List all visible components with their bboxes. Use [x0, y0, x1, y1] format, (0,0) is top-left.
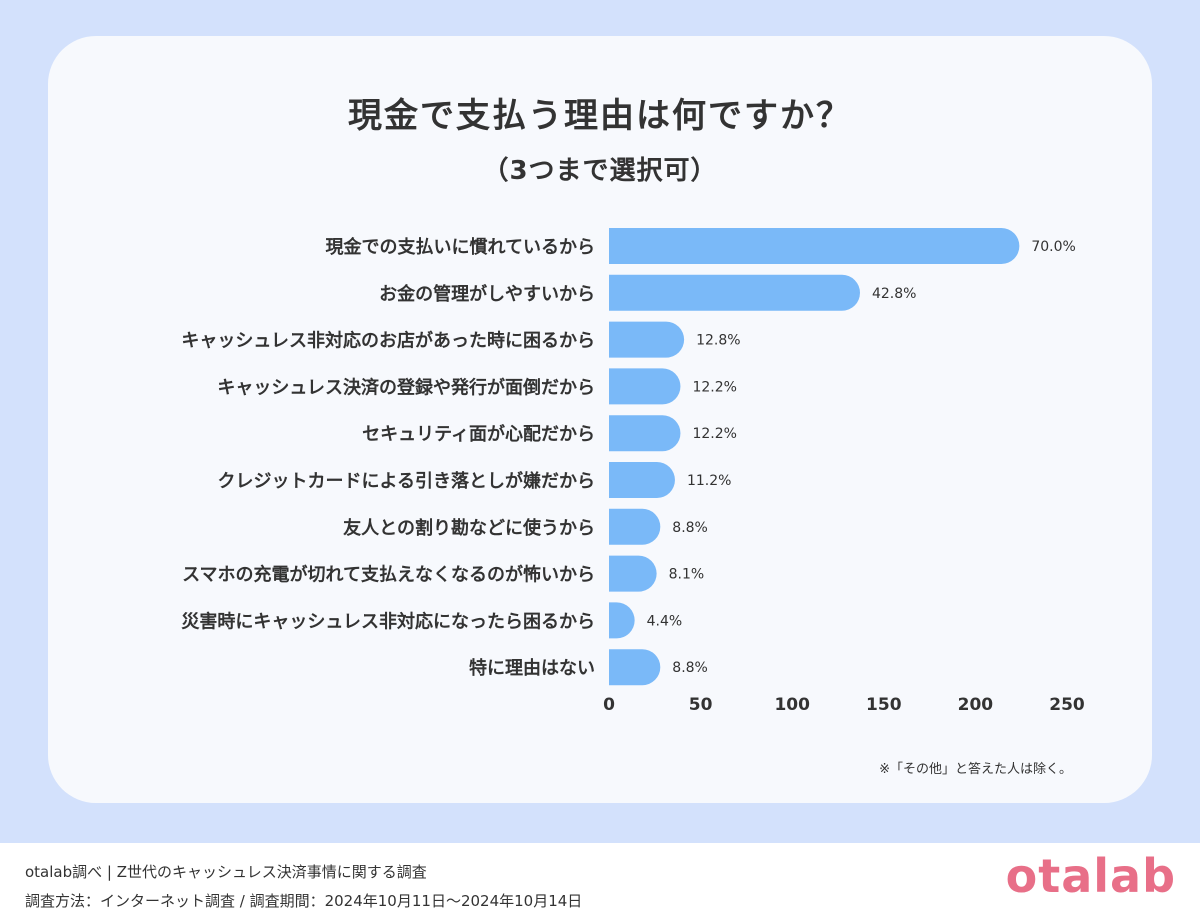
survey-method: 調査方法：インターネット調査 / 調査期間：2024年10月11日～2024年1…	[25, 892, 583, 910]
category-label: 友人との割り勘などに使うから	[343, 517, 595, 539]
footer: otalab調べ | Z世代のキャッシュレス決済事情に関する調査 調査方法：イン…	[0, 843, 1200, 924]
data-label: 42.8%	[872, 286, 916, 302]
footnote: ※「その他」と答えた人は除く。	[879, 762, 1072, 777]
x-tick-label: 100	[774, 695, 810, 715]
otalab-logo: otalab	[1005, 849, 1176, 903]
x-tick-label: 0	[603, 695, 615, 715]
bar	[609, 649, 661, 686]
bar	[609, 415, 681, 452]
category-label: クレジットカードによる引き落としが嫌だから	[218, 470, 595, 492]
data-label: 8.8%	[672, 660, 708, 676]
data-label: 8.1%	[669, 567, 705, 583]
category-label: 特に理由はない	[469, 657, 595, 679]
chart-title: 現金で支払う理由は何ですか？	[348, 96, 852, 136]
bar	[609, 555, 657, 592]
data-label: 8.8%	[672, 520, 708, 536]
category-label: お金の管理がしやすいから	[379, 283, 595, 305]
chart-card	[48, 36, 1152, 803]
bar	[609, 321, 685, 358]
category-label: セキュリティ面が心配だから	[362, 423, 595, 445]
bar	[609, 274, 860, 311]
bar	[609, 508, 661, 545]
category-label: キャッシュレス決済の登録や発行が面倒だから	[217, 376, 595, 398]
category-label: キャッシュレス非対応のお店があった時に困るから	[181, 330, 595, 352]
category-label: スマホの充電が切れて支払えなくなるのが怖いから	[182, 564, 595, 586]
data-label: 70.0%	[1031, 239, 1075, 255]
data-label: 12.2%	[692, 379, 736, 395]
bar	[609, 602, 635, 639]
data-label: 4.4%	[647, 613, 683, 629]
bar-chart: 現金での支払いに慣れているから 70.0% お金の管理がしやすいから 42.8% キャッ…	[181, 228, 1085, 715]
x-tick-label: 150	[866, 695, 902, 715]
survey-source: otalab調べ | Z世代のキャッシュレス決済事情に関する調査	[25, 863, 427, 881]
chart-subtitle: （3つまで選択可）	[482, 156, 718, 186]
x-tick-label: 200	[958, 695, 994, 715]
x-tick-label: 250	[1049, 695, 1085, 715]
data-label: 11.2%	[687, 473, 731, 489]
bar	[609, 368, 681, 405]
x-tick-label: 50	[689, 695, 713, 715]
category-label: 現金での支払いに慣れているから	[326, 236, 595, 258]
data-label: 12.8%	[696, 333, 740, 349]
bar	[609, 228, 1020, 264]
data-label: 12.2%	[692, 426, 736, 442]
category-label: 災害時にキャッシュレス非対応になったら困るから	[181, 610, 595, 632]
bar	[609, 462, 675, 498]
